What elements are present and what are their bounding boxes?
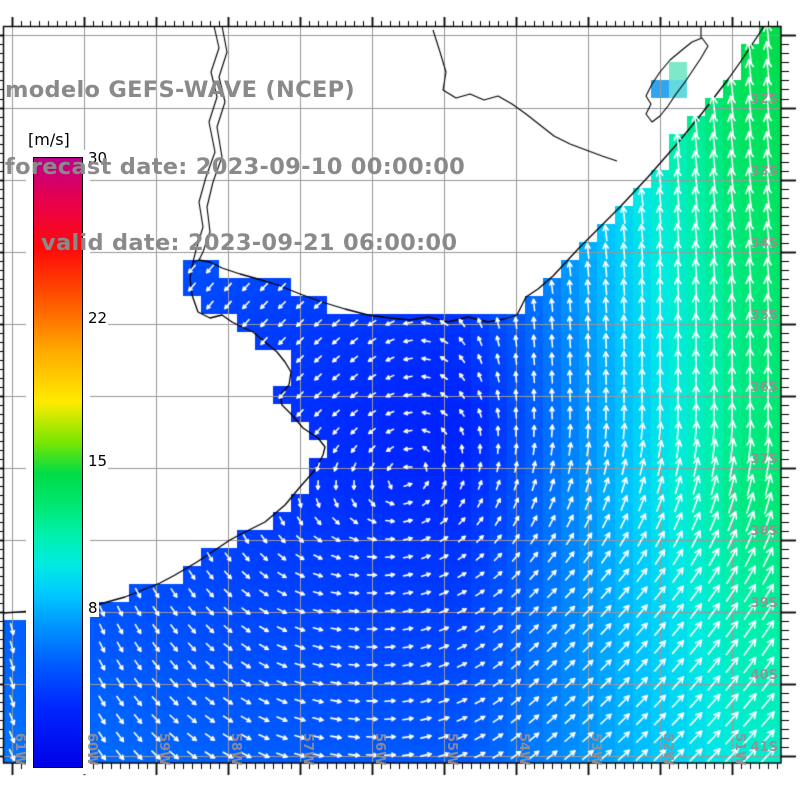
colorbar-tick-label: 22 [87,309,109,327]
lat-label: 32S [750,92,778,107]
title-block: modelo GEFS-WAVE (NCEP) forecast date: 2… [5,27,465,308]
lon-label: 61W [12,733,27,766]
lon-label: 53W [588,733,603,766]
colorbar-tick-label: 30 [87,149,109,167]
forecast-date: forecast date: 2023-09-10 00:00:00 [5,153,466,180]
lat-label: 36S [750,380,778,395]
lon-label: 51W [732,733,747,766]
lon-label: 60W [84,733,99,766]
lon-label: 55W [444,733,459,766]
lat-label: 37S [750,452,778,467]
colorbar-unit-label: [m/s] [28,130,70,149]
colorbar-gradient [33,157,83,768]
lat-label: 35S [750,308,778,323]
lon-label: 56W [372,733,387,766]
lon-label: 57W [300,733,315,766]
lon-label: 52W [660,733,675,766]
lat-label: 41S [750,740,778,755]
lon-label: 59W [156,733,171,766]
lat-label: 40S [750,668,778,683]
colorbar-tick-label: 15 [87,452,109,470]
valid-date: valid date: 2023-09-21 06:00:00 [41,230,458,256]
colorbar-tick-label: 8 [87,599,99,617]
lon-label: 58W [228,733,243,766]
lat-label: 39S [750,596,778,611]
model-title: modelo GEFS-WAVE (NCEP) [5,77,355,103]
lat-label: 38S [750,524,778,539]
lat-label: 33S [750,164,778,179]
lon-label: 54W [516,733,531,766]
lat-label: 34S [750,236,778,251]
